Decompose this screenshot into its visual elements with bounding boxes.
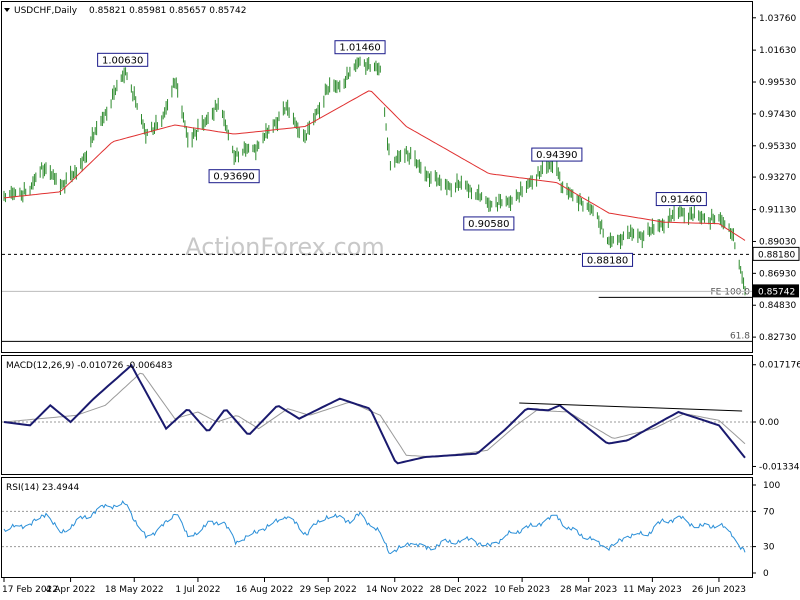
macd-plot-area [2, 363, 752, 465]
x-tick-label: 16 Aug 2022 [236, 585, 294, 595]
annotation-label: 0.88180 [587, 255, 628, 266]
rsi-y-tick-label: 70 [763, 507, 775, 517]
annotation-box [531, 147, 583, 162]
x-tick-label: 14 Nov 2022 [366, 585, 424, 595]
x-tick-label: 1 Jul 2022 [175, 585, 220, 595]
support-price-label: 0.88180 [758, 250, 795, 260]
annotation-label: 1.00630 [102, 55, 143, 66]
annotation-box [655, 192, 707, 207]
macd-y-tick-label: 0.00 [759, 418, 779, 428]
price-y-tick-label: 0.89030 [759, 237, 796, 247]
rsi-y-tick-label: 0 [763, 569, 769, 579]
x-tick-label: 29 Sep 2022 [300, 585, 357, 595]
fibo-label: FE 100.0 [711, 287, 751, 297]
price-y-tick-label: 0.95330 [759, 142, 796, 152]
price-y-tick-label: 0.97430 [759, 110, 796, 120]
support-price-box [752, 246, 800, 261]
macd-title: MACD(12,26,9) -0.010726 -0.006483 [6, 361, 172, 371]
ohlc-header: 0.85821 0.85981 0.85657 0.85742 [89, 6, 246, 16]
x-tick-label: 18 May 2022 [105, 585, 164, 595]
annotation-box [97, 52, 149, 67]
annotation-label: 0.91460 [661, 195, 702, 206]
price-y-tick-label: 1.01630 [759, 46, 796, 56]
price-header: USDCHF,Daily 0.85821 0.85981 0.85657 0.8… [4, 6, 246, 16]
rsi-line [3, 500, 746, 555]
fibo-label: 61.8 [730, 331, 750, 341]
annotation-label: 0.90580 [468, 219, 509, 230]
annotation-label: 0.93690 [213, 172, 254, 183]
annotation-box [208, 169, 260, 184]
x-tick-label: 11 May 2023 [623, 585, 682, 595]
rsi-y-tick-label: 30 [763, 543, 775, 553]
x-tick-label: 28 Dec 2022 [430, 585, 488, 595]
collapse-arrow-icon [4, 8, 10, 12]
macd-y-tick-label: 0.017176 [759, 361, 800, 371]
price-y-tick-label: 0.91130 [759, 206, 796, 216]
price-y-tick-label: 0.93270 [759, 173, 796, 183]
macd-line [3, 363, 746, 465]
current-price-box [753, 284, 799, 298]
price-y-tick-label: 0.82730 [759, 333, 796, 343]
annotation-box [581, 252, 634, 267]
rsi-y-tick-label: 100 [763, 481, 780, 491]
annotation-label: 0.94390 [536, 150, 577, 161]
x-tick-label: 17 Feb 2022 [2, 585, 58, 595]
x-tick-label: 26 Jun 2023 [692, 585, 746, 595]
moving-average-line [3, 90, 746, 241]
symbol-label: USDCHF,Daily [14, 6, 78, 16]
macd-trendline [519, 402, 743, 412]
macd-y-tick-label: -0.01334 [759, 462, 800, 472]
annotation-box [463, 216, 515, 231]
price-y-tick-label: 0.86930 [759, 269, 796, 279]
axes: 1.03760 1.01630 0.99530 0.97430 0.95330 0.932… [2, 14, 800, 595]
annotation-label: 1.01460 [339, 43, 380, 54]
annotation-box [334, 40, 386, 55]
x-tick-label: 4 Apr 2022 [46, 585, 96, 595]
price-y-tick-label: 0.84830 [759, 301, 796, 311]
x-tick-label: 10 Feb 2023 [494, 585, 550, 595]
price-y-tick-label: 0.99530 [759, 78, 796, 88]
price-plot-area: FE 100.0 61.8 1.00630 0.93690 1.01460 0.90580… [2, 40, 752, 342]
macd-panel-frame [1, 355, 753, 475]
x-tick-label: 28 Mar 2023 [560, 585, 617, 595]
price-y-tick-label: 1.03760 [759, 14, 796, 24]
macd-signal-line [3, 372, 746, 458]
rsi-plot-area [2, 500, 752, 555]
watermark-text: ActionForex.com [185, 233, 385, 261]
current-price-label: 0.85742 [758, 287, 795, 297]
rsi-title: RSI(14) 23.4944 [6, 483, 79, 493]
